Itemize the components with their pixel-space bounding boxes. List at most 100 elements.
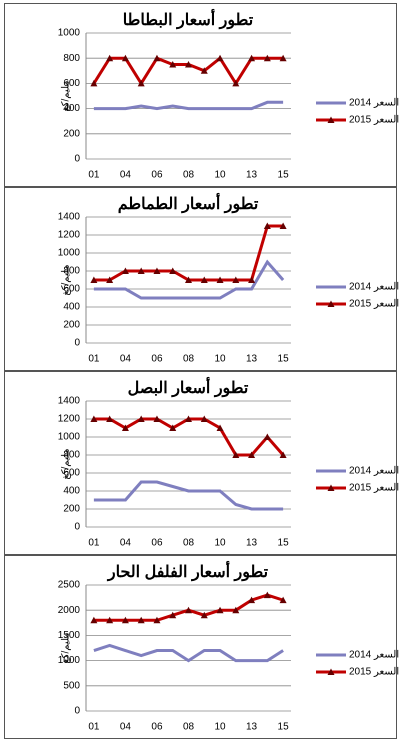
x-tick-label: 13 — [246, 354, 258, 365]
panel-border — [4, 555, 397, 739]
marker — [185, 415, 192, 422]
chart-title: تطور أسعار البصل — [128, 376, 249, 398]
y-tick-label: 0 — [74, 706, 80, 717]
marker — [232, 79, 240, 87]
marker — [248, 451, 256, 458]
marker — [232, 451, 240, 458]
marker — [90, 616, 98, 624]
marker — [216, 276, 224, 283]
marker — [263, 433, 271, 440]
y-tick-label: 600 — [63, 284, 80, 295]
chart-title: تطور أسعار الطماطم — [118, 192, 259, 214]
x-tick-label: 04 — [120, 170, 132, 181]
marker — [137, 79, 145, 87]
y-axis-label: مليم/كغ — [61, 448, 72, 479]
x-tick-label: 01 — [88, 354, 100, 365]
x-tick-label: 01 — [88, 170, 100, 181]
x-tick-label: 10 — [214, 354, 226, 365]
marker — [137, 616, 145, 624]
marker — [279, 222, 287, 229]
marker — [153, 415, 161, 422]
series-line — [93, 643, 284, 663]
y-tick-label: 1000 — [58, 655, 81, 666]
marker — [106, 54, 114, 62]
marker — [90, 79, 98, 87]
x-tick-label: 15 — [278, 722, 290, 733]
series-line — [93, 480, 284, 511]
marker — [137, 267, 145, 274]
y-tick-label: 1200 — [58, 414, 81, 425]
x-tick-label: 10 — [214, 722, 226, 733]
y-tick-label: 0 — [74, 338, 80, 349]
marker — [106, 276, 114, 283]
marker — [137, 415, 145, 422]
marker — [248, 54, 256, 62]
marker — [232, 606, 240, 614]
marker — [200, 611, 208, 619]
marker — [153, 54, 161, 62]
marker — [248, 596, 256, 604]
marker — [90, 415, 98, 422]
marker — [279, 596, 287, 604]
y-tick-label: 1400 — [58, 212, 81, 223]
chart-panel: تطور أسعار البصل مليم/كغ 0 200 400 600 800 1000… — [4, 371, 399, 555]
legend-label: 2015 السعر — [349, 667, 399, 678]
marker — [216, 54, 224, 62]
marker — [169, 267, 177, 274]
x-tick-label: 08 — [183, 170, 195, 181]
marker — [232, 276, 240, 283]
x-tick-label: 06 — [151, 722, 163, 733]
marker — [121, 54, 129, 62]
x-tick-label: 10 — [214, 170, 226, 181]
legend-label: 2015 السعر — [349, 483, 399, 494]
y-tick-label: 0 — [74, 154, 80, 165]
marker — [279, 54, 287, 62]
legend-marker — [327, 668, 335, 675]
marker — [263, 591, 271, 599]
x-tick-label: 06 — [151, 170, 163, 181]
marker — [169, 424, 177, 431]
x-tick-label: 10 — [214, 538, 226, 549]
y-tick-label: 600 — [63, 78, 80, 89]
x-tick-label: 04 — [120, 354, 132, 365]
x-tick-label: 01 — [88, 722, 100, 733]
y-tick-label: 200 — [63, 128, 80, 139]
y-axis-label: مليم/كغ — [61, 264, 72, 295]
legend-label: 2015 السعر — [349, 299, 399, 310]
legend-marker — [327, 116, 335, 123]
x-tick-label: 08 — [183, 354, 195, 365]
legend-label: 2014 السعر — [349, 650, 399, 661]
y-tick-label: 600 — [63, 468, 80, 479]
series-line — [93, 100, 284, 111]
y-tick-label: 1000 — [58, 432, 81, 443]
y-tick-label: 800 — [63, 450, 80, 461]
marker — [185, 276, 192, 283]
x-tick-label: 08 — [183, 722, 195, 733]
y-tick-label: 200 — [63, 320, 80, 331]
x-tick-label: 06 — [151, 354, 163, 365]
marker — [121, 616, 129, 624]
legend-marker — [327, 300, 335, 307]
y-tick-label: 400 — [63, 486, 80, 497]
panel-border — [4, 187, 397, 371]
marker — [90, 276, 98, 283]
legend-label: 2015 السعر — [349, 115, 399, 126]
legend-label: 2014 السعر — [349, 98, 399, 109]
y-tick-label: 0 — [74, 522, 80, 533]
legend-marker — [327, 484, 335, 491]
y-tick-label: 800 — [63, 53, 80, 64]
x-tick-label: 15 — [278, 354, 290, 365]
x-tick-label: 15 — [278, 538, 290, 549]
marker — [185, 61, 192, 68]
y-tick-label: 800 — [63, 266, 80, 277]
marker — [200, 67, 208, 74]
chart-panel: تطور أسعار الفلفل الحار مليم/كغ 0 500 1000 15… — [4, 555, 399, 739]
marker — [200, 276, 208, 283]
legend-label: 2014 السعر — [349, 282, 399, 293]
y-tick-label: 2500 — [58, 580, 81, 591]
x-tick-label: 13 — [246, 170, 258, 181]
x-tick-label: 06 — [151, 538, 163, 549]
y-tick-label: 1200 — [58, 230, 81, 241]
marker — [263, 222, 271, 229]
x-tick-label: 04 — [120, 538, 132, 549]
